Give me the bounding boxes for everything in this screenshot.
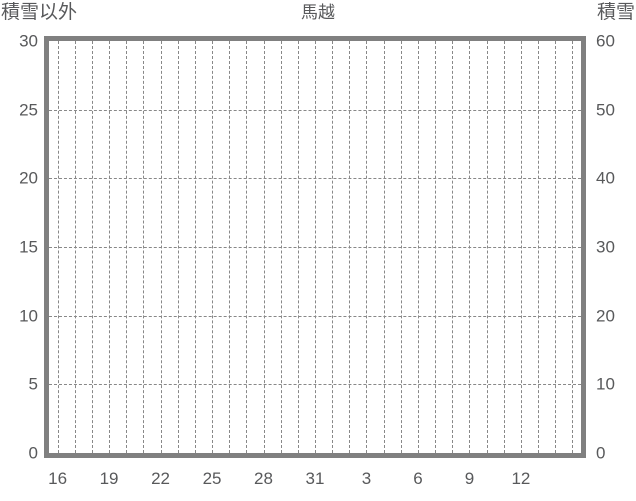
y-axis-right-tick-label: 30 [596, 237, 615, 257]
gridline-horizontal [49, 315, 581, 317]
gridline-horizontal [49, 384, 581, 386]
left-axis-caption: 積雪以外 [1, 2, 78, 23]
x-axis-tick-label: 22 [151, 469, 171, 488]
y-axis-left-tick-label: 30 [19, 31, 38, 51]
y-axis-right-tick-label: 50 [596, 100, 615, 120]
y-axis-left-tick-label: 5 [28, 374, 38, 394]
y-axis-right-tick-label: 40 [596, 168, 615, 188]
y-axis-right-tick-label: 60 [596, 31, 615, 51]
x-axis-tick-label: 31 [305, 469, 325, 488]
y-axis-right-tick-label: 20 [596, 306, 615, 326]
x-axis-tick-label: 6 [413, 469, 423, 488]
gridline-horizontal [49, 109, 581, 111]
gridline-horizontal [49, 178, 581, 180]
x-axis-tick-label: 9 [464, 469, 475, 488]
x-axis-tick-label: 12 [511, 469, 531, 488]
y-axis-left-tick-label: 0 [28, 443, 38, 463]
plot-area [44, 36, 586, 458]
x-axis-tick-label: 3 [361, 469, 372, 488]
plot-grid [49, 41, 581, 453]
y-axis-left-tick-label: 25 [19, 100, 38, 120]
x-axis-tick-label: 19 [99, 469, 119, 488]
x-axis-tick-label: 28 [254, 469, 273, 488]
right-axis-caption: 積雪 [596, 2, 635, 23]
x-axis-tick-label: 25 [202, 469, 222, 488]
y-axis-right-tick-label: 10 [596, 374, 615, 394]
x-axis-tick-label: 16 [48, 469, 68, 488]
y-axis-left-tick-label: 15 [19, 237, 38, 257]
y-axis-right-tick-label: 0 [596, 443, 606, 463]
y-axis-left-tick-label: 10 [19, 306, 38, 326]
chart-title: 馬越 [301, 3, 335, 22]
y-axis-left-tick-label: 20 [19, 168, 38, 188]
gridline-horizontal [49, 247, 581, 248]
